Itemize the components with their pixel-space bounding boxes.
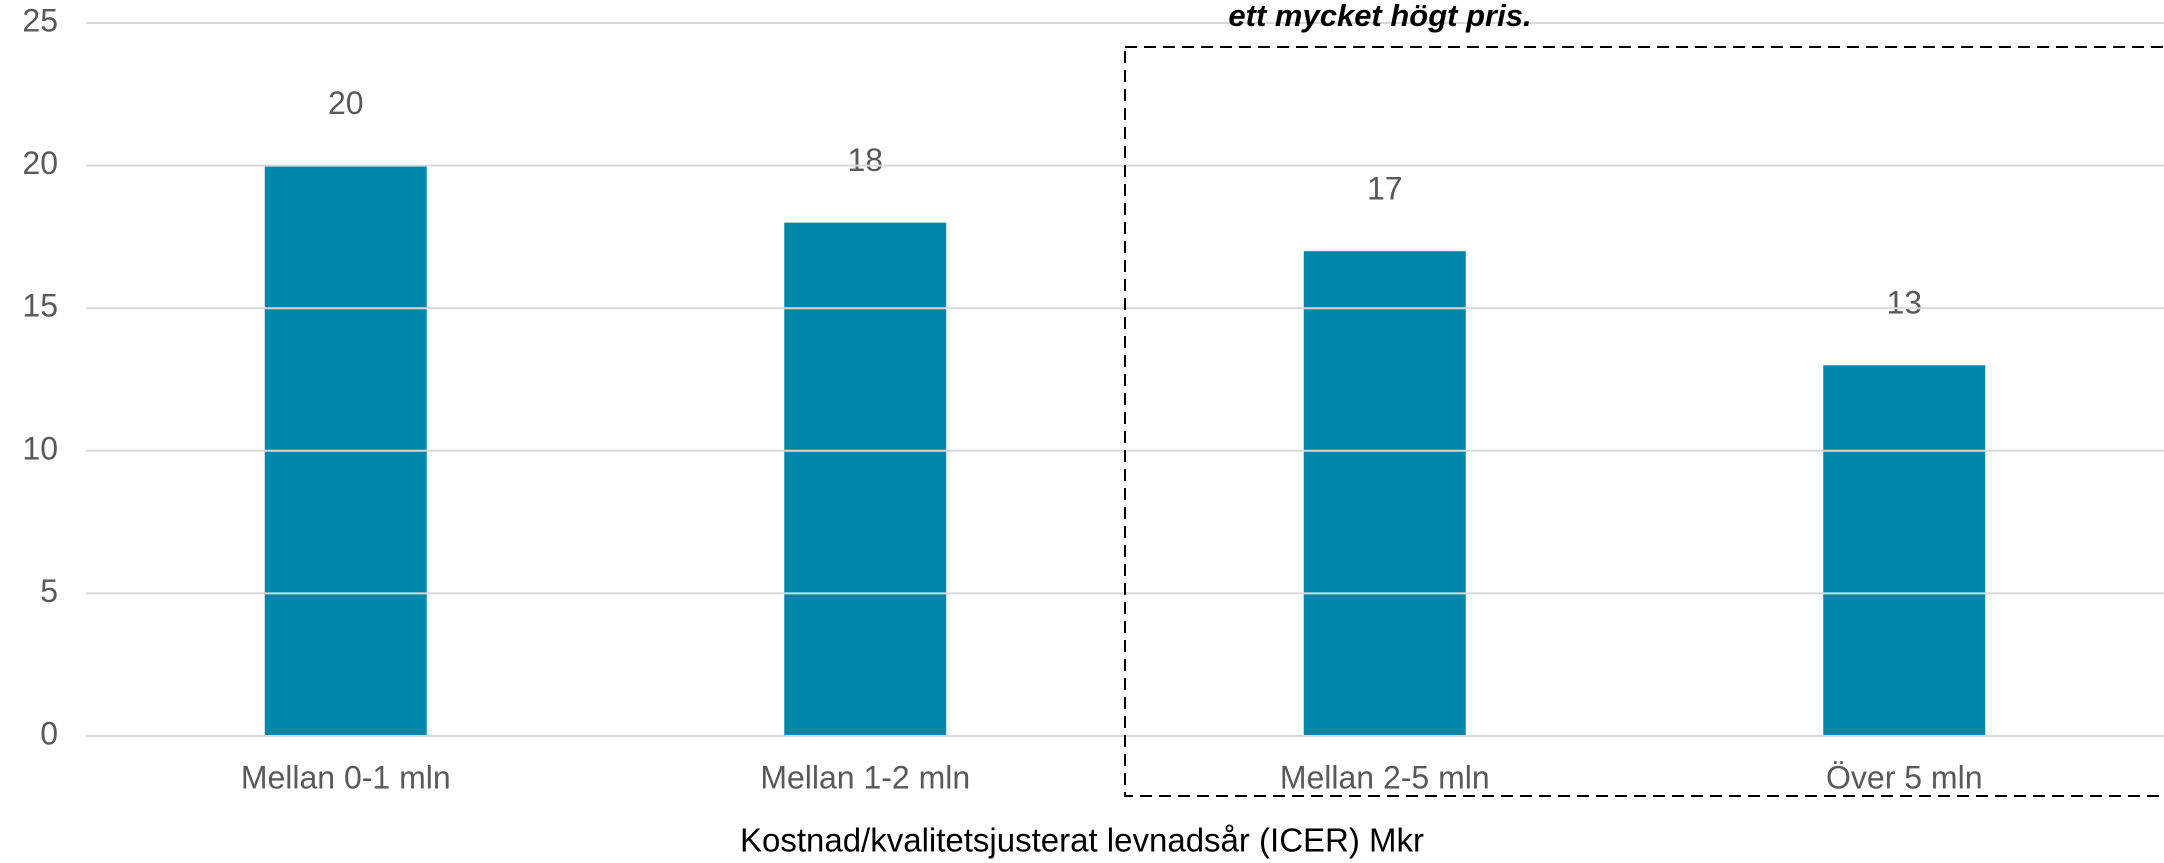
x-tick-label: Mellan 2-5 mln (1280, 759, 1490, 795)
y-tick-label: 10 (22, 430, 58, 466)
x-tick-label: Mellan 1-2 mln (760, 759, 970, 795)
y-tick-label: 20 (22, 145, 58, 181)
data-label: 18 (847, 142, 883, 178)
data-label: 13 (1886, 285, 1922, 321)
data-label: 20 (328, 85, 364, 121)
bar (1823, 365, 1986, 736)
annotation: ett mycket högt pris. (1228, 0, 1531, 33)
y-tick-label: 25 (22, 2, 58, 38)
x-tick-label: Över 5 mln (1826, 759, 1982, 795)
x-axis-title: Kostnad/kvalitetsjusterat levnadsår (ICE… (740, 822, 1424, 859)
data-label: 17 (1367, 171, 1403, 207)
x-tick-label: Mellan 0-1 mln (241, 759, 451, 795)
bar (1303, 251, 1466, 736)
y-tick-label: 5 (40, 573, 58, 609)
bar (784, 222, 947, 736)
y-tick-label: 0 (40, 715, 58, 751)
y-tick-label: 15 (22, 288, 58, 324)
highlight-box (1124, 46, 2164, 797)
